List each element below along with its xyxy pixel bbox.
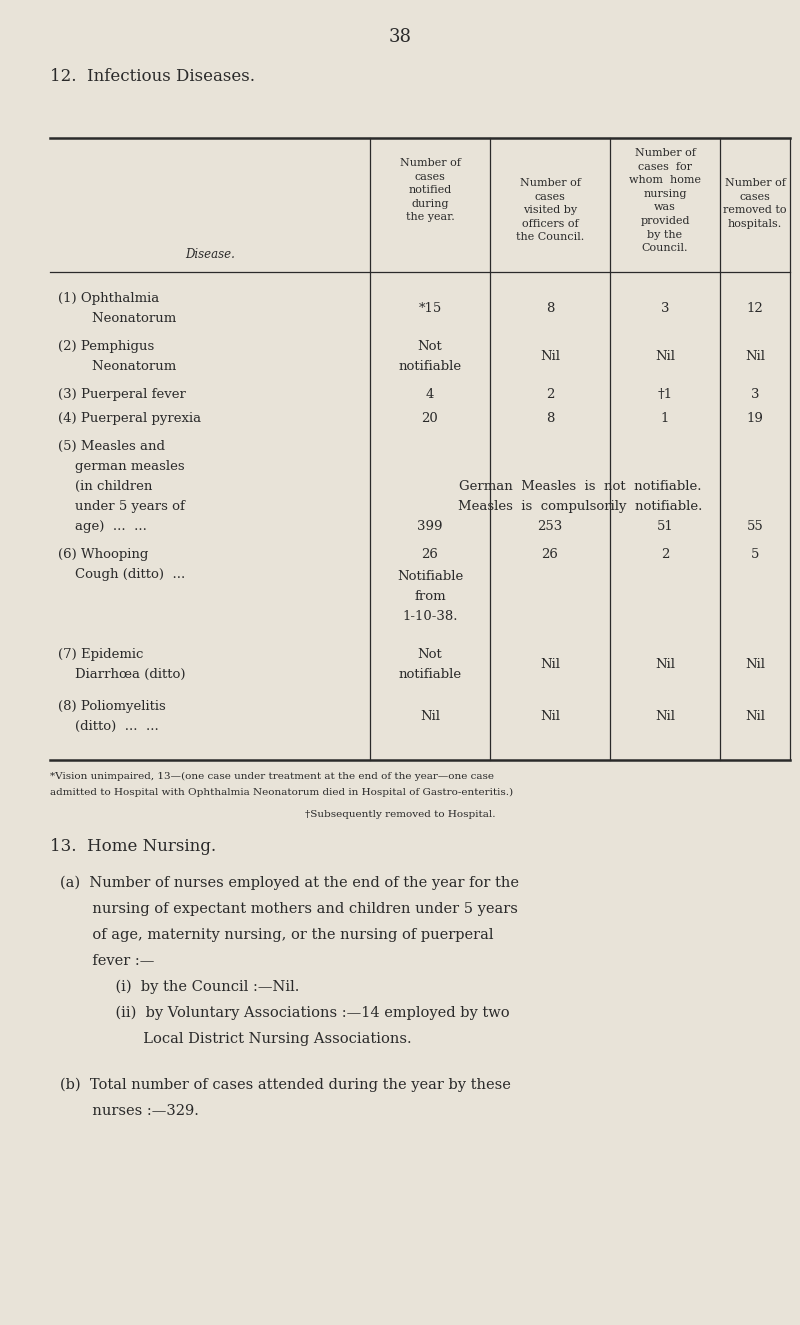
Text: nursing of expectant mothers and children under 5 years: nursing of expectant mothers and childre… (60, 902, 518, 916)
Text: (ditto)  ...  ...: (ditto) ... ... (58, 719, 158, 733)
Text: (8) Poliomyelitis: (8) Poliomyelitis (58, 700, 166, 713)
Text: 8: 8 (546, 302, 554, 315)
Text: of age, maternity nursing, or the nursing of puerperal: of age, maternity nursing, or the nursin… (60, 927, 494, 942)
Text: Nil: Nil (420, 710, 440, 723)
Text: 5: 5 (751, 549, 759, 560)
Text: fever :—: fever :— (60, 954, 154, 969)
Text: Number of
cases
notified
during
the year.: Number of cases notified during the year… (399, 158, 461, 223)
Text: admitted to Hospital with Ophthalmia Neonatorum died in Hospital of Gastro-enter: admitted to Hospital with Ophthalmia Neo… (50, 788, 513, 798)
Text: Nil: Nil (540, 710, 560, 723)
Text: 1-10-38.: 1-10-38. (402, 610, 458, 623)
Text: under 5 years of: under 5 years of (58, 500, 185, 513)
Text: 20: 20 (422, 412, 438, 425)
Text: from: from (414, 590, 446, 603)
Text: Nil: Nil (745, 710, 765, 723)
Text: *Vision unimpaired, 13—(one case under treatment at the end of the year—one case: *Vision unimpaired, 13—(one case under t… (50, 772, 494, 782)
Text: (6) Whooping: (6) Whooping (58, 549, 148, 560)
Text: Neonatorum: Neonatorum (58, 360, 176, 374)
Text: 253: 253 (538, 519, 562, 533)
Text: german measles: german measles (58, 460, 185, 473)
Text: (in children: (in children (58, 480, 152, 493)
Text: Nil: Nil (745, 659, 765, 670)
Text: *15: *15 (418, 302, 442, 315)
Text: nurses :—329.: nurses :—329. (60, 1104, 199, 1118)
Text: Disease.: Disease. (185, 248, 235, 261)
Text: Nil: Nil (655, 659, 675, 670)
Text: (ii)  by Voluntary Associations :—14 employed by two: (ii) by Voluntary Associations :—14 empl… (60, 1006, 510, 1020)
Text: 26: 26 (542, 549, 558, 560)
Text: Nil: Nil (655, 350, 675, 363)
Text: age)  ...  ...: age) ... ... (58, 519, 147, 533)
Text: 2: 2 (661, 549, 669, 560)
Text: †Subsequently removed to Hospital.: †Subsequently removed to Hospital. (305, 810, 495, 819)
Text: 26: 26 (422, 549, 438, 560)
Text: 1: 1 (661, 412, 669, 425)
Text: Number of
cases
visited by
officers of
the Council.: Number of cases visited by officers of t… (516, 178, 584, 242)
Text: Not: Not (418, 648, 442, 661)
Text: Neonatorum: Neonatorum (58, 311, 176, 325)
Text: Not: Not (418, 341, 442, 352)
Text: (i)  by the Council :—Nil.: (i) by the Council :—Nil. (60, 980, 299, 994)
Text: (4) Puerperal pyrexia: (4) Puerperal pyrexia (58, 412, 201, 425)
Text: 4: 4 (426, 388, 434, 401)
Text: notifiable: notifiable (398, 668, 462, 681)
Text: (b)  Total number of cases attended during the year by these: (b) Total number of cases attended durin… (60, 1079, 511, 1092)
Text: Nil: Nil (540, 659, 560, 670)
Text: (3) Puerperal fever: (3) Puerperal fever (58, 388, 186, 401)
Text: Local District Nursing Associations.: Local District Nursing Associations. (60, 1032, 412, 1045)
Text: (7) Epidemic: (7) Epidemic (58, 648, 143, 661)
Text: †1: †1 (658, 388, 673, 401)
Text: 55: 55 (746, 519, 763, 533)
Text: German  Measles  is  not  notifiable.: German Measles is not notifiable. (458, 480, 702, 493)
Text: Cough (ditto)  ...: Cough (ditto) ... (58, 568, 186, 580)
Text: notifiable: notifiable (398, 360, 462, 374)
Text: Notifiable: Notifiable (397, 570, 463, 583)
Text: 38: 38 (389, 28, 411, 46)
Text: (2) Pemphigus: (2) Pemphigus (58, 341, 154, 352)
Text: 12: 12 (746, 302, 763, 315)
Text: 3: 3 (661, 302, 670, 315)
Text: 51: 51 (657, 519, 674, 533)
Text: 8: 8 (546, 412, 554, 425)
Text: 3: 3 (750, 388, 759, 401)
Text: 399: 399 (418, 519, 442, 533)
Text: (5) Measles and: (5) Measles and (58, 440, 165, 453)
Text: Nil: Nil (655, 710, 675, 723)
Text: 13.  Home Nursing.: 13. Home Nursing. (50, 837, 216, 855)
Text: Nil: Nil (540, 350, 560, 363)
Text: Number of
cases  for
whom  home
nursing
was
provided
by the
Council.: Number of cases for whom home nursing wa… (629, 148, 701, 253)
Text: Diarrhœa (ditto): Diarrhœa (ditto) (58, 668, 186, 681)
Text: (1) Ophthalmia: (1) Ophthalmia (58, 292, 159, 305)
Text: Number of
cases
removed to
hospitals.: Number of cases removed to hospitals. (723, 178, 786, 229)
Text: (a)  Number of nurses employed at the end of the year for the: (a) Number of nurses employed at the end… (60, 876, 519, 890)
Text: 12.  Infectious Diseases.: 12. Infectious Diseases. (50, 68, 255, 85)
Text: Nil: Nil (745, 350, 765, 363)
Text: 2: 2 (546, 388, 554, 401)
Text: Measles  is  compulsorily  notifiable.: Measles is compulsorily notifiable. (458, 500, 702, 513)
Text: 19: 19 (746, 412, 763, 425)
